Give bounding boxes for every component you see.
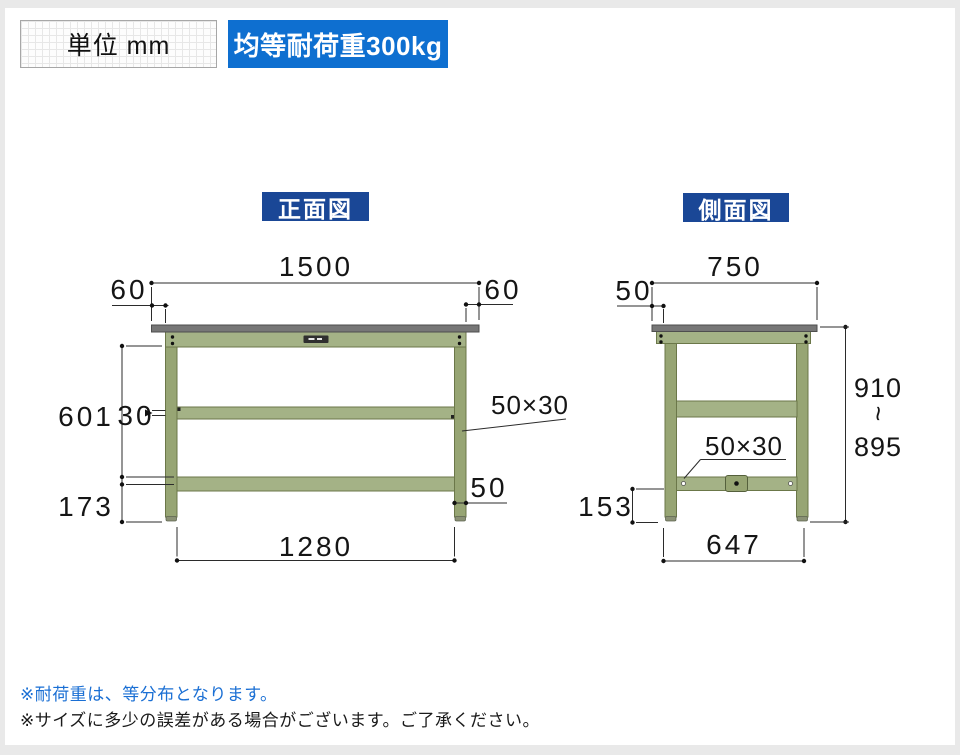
brand-plate-mark [317, 338, 322, 340]
front-dim-left-overhang: 60 [110, 274, 147, 305]
front-dim-frame-profile: 50×30 [491, 390, 569, 420]
side-tabletop [651, 324, 818, 332]
front-dim-rail-height: 30 [117, 400, 154, 431]
side-view-title-label: 側面図 [698, 196, 774, 223]
unit-label: 単位 mm [66, 32, 171, 60]
side-dim-overhang: 50 [615, 275, 652, 306]
front-screw-icon [457, 341, 462, 346]
front-view-title: 正面図 [262, 192, 369, 222]
front-left-foot [165, 516, 177, 522]
front-view-table [151, 324, 480, 522]
side-view-dimensions: 750 50 910 ~ 895 50×30 153 [578, 251, 902, 564]
side-lower-rail-hole [788, 481, 793, 486]
front-screw-icon [170, 341, 175, 346]
front-view-dimensions: 1500 60 60 601 30 173 [58, 251, 569, 563]
load-capacity-label: 均等耐荷重300kg [233, 30, 443, 61]
side-screw-icon [804, 340, 808, 344]
front-right-leg [454, 331, 467, 518]
side-lower-rail-hole [681, 481, 686, 486]
rail-height-arrow-icon [145, 409, 153, 417]
front-middle-rail [176, 406, 455, 420]
front-right-foot [454, 516, 466, 522]
side-dim-height-min: 895 [854, 432, 902, 462]
note-size-tolerance: ※サイズに多少の誤差がある場合がございます。ご了承ください。 [20, 711, 541, 730]
side-view-table [651, 324, 818, 522]
front-dim-right-overhang: 60 [484, 274, 521, 305]
side-dim-height-separator: ~ [863, 406, 893, 423]
side-right-leg [796, 331, 809, 518]
front-lower-rail [176, 476, 455, 492]
brand-plate [303, 335, 329, 343]
side-clamp-bolt [734, 481, 739, 486]
front-left-leg [165, 331, 178, 518]
side-screw-icon [659, 334, 663, 338]
side-right-foot [796, 516, 808, 522]
front-dim-top-width: 1500 [279, 251, 353, 282]
side-dim-bottom-span: 647 [706, 529, 762, 560]
front-dim-lower-height: 173 [58, 491, 114, 522]
note-load-distribution: ※耐荷重は、等分布となります。 [20, 685, 278, 704]
side-dim-lower-height: 153 [578, 491, 634, 522]
front-middle-rail-bracket-left [177, 407, 181, 411]
side-left-foot [665, 516, 677, 522]
side-dim-height-max: 910 [854, 373, 902, 403]
front-screw-icon [170, 335, 175, 339]
front-dim-upper-height: 601 [58, 401, 114, 432]
front-tabletop [151, 324, 480, 333]
side-left-leg [664, 331, 677, 518]
side-middle-rail [676, 400, 798, 418]
front-view-title-label: 正面図 [278, 195, 353, 222]
side-dim-top-depth: 750 [707, 251, 763, 282]
brand-plate-mark [308, 338, 315, 340]
unit-label-box: 単位 mm [20, 20, 217, 68]
front-screw-icon [457, 335, 462, 339]
side-view-title: 側面図 [683, 193, 789, 223]
front-dim-leg-width: 50 [470, 472, 507, 503]
front-dim-bottom-span: 1280 [279, 531, 353, 562]
front-middle-rail-bracket-right [451, 415, 454, 419]
side-screw-icon [659, 340, 663, 344]
side-dim-frame-profile: 50×30 [705, 431, 783, 461]
load-capacity-badge: 均等耐荷重300kg [228, 20, 448, 68]
side-screw-icon [804, 334, 808, 338]
side-top-rail [656, 331, 811, 344]
